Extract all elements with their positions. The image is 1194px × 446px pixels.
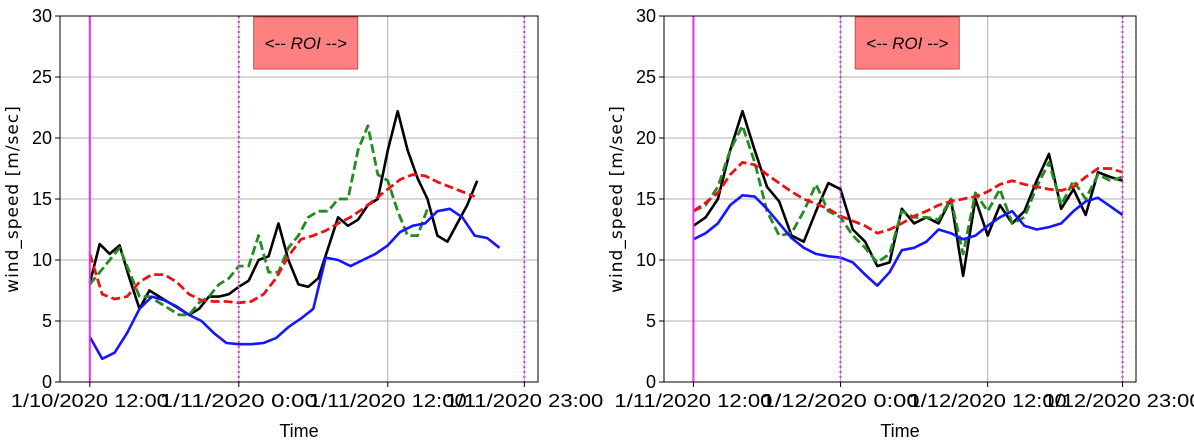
green-dashed-line: [692, 124, 1123, 264]
y-tick-label: 20: [636, 128, 656, 148]
y-tick-label: 30: [636, 6, 656, 26]
red-dashed-line: [88, 173, 476, 305]
y-tick-label: 30: [32, 6, 52, 26]
obs-black-line: [692, 109, 1123, 278]
y-tick-label: 20: [32, 128, 52, 148]
y-tick-label: 5: [42, 311, 52, 331]
x-tick-label: 1/12/2020 12:00: [909, 391, 1067, 411]
y-tick-label: 25: [636, 67, 656, 87]
green-dashed-line: [88, 124, 429, 317]
y-axis-title: wind_speed [m/sec]: [607, 105, 627, 293]
y-tick-label: 15: [32, 189, 52, 209]
obs-black-line: [88, 109, 479, 317]
x-tick-label: 1/12/2020 23:00: [1044, 391, 1194, 411]
y-tick-label: 15: [636, 189, 656, 209]
x-tick-label: 1/10/2020 12:00: [11, 391, 169, 411]
roi-label: <-- ROI -->: [866, 34, 948, 53]
x-tick-label: 1/12/2020 0:00: [762, 391, 920, 411]
blue-line: [692, 194, 1124, 287]
x-tick-label: 1/11/2020 12:00: [309, 391, 467, 411]
x-axis-title: Time: [880, 421, 919, 441]
x-axis-title: Time: [279, 421, 318, 441]
y-tick-label: 0: [42, 372, 52, 392]
roi-box: [854, 16, 960, 70]
y-tick-label: 10: [636, 250, 656, 270]
y-tick-label: 0: [646, 372, 656, 392]
x-tick-label: 1/11/2020 0:00: [160, 391, 318, 411]
y-tick-label: 10: [32, 250, 52, 270]
roi-box: [253, 16, 359, 70]
roi-label: <-- ROI -->: [265, 34, 347, 53]
blue-line: [88, 207, 501, 361]
y-tick-label: 5: [646, 311, 656, 331]
x-tick-label: 1/11/2020 12:00: [614, 391, 772, 411]
y-axis-title: wind_speed [m/sec]: [3, 105, 23, 293]
red-dashed-line: [692, 160, 1123, 235]
x-tick-label: 1/11/2020 23:00: [445, 391, 603, 411]
y-tick-label: 25: [32, 67, 52, 87]
